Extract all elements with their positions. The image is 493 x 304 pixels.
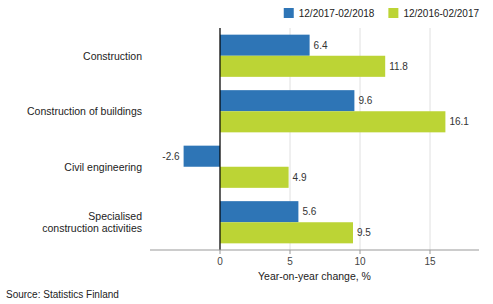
data-labels: 6.4 9.6 -2.6 5.6 11.8 16.1 4.9 9.5 bbox=[162, 40, 469, 239]
category-label-line: construction activities bbox=[42, 222, 142, 234]
tick-mark bbox=[220, 250, 221, 254]
data-label: 9.6 bbox=[358, 95, 372, 106]
data-label: 16.1 bbox=[449, 116, 469, 127]
grid-line bbox=[430, 28, 431, 250]
tick-mark bbox=[430, 250, 431, 254]
data-label: 4.9 bbox=[293, 172, 307, 183]
tick-label: 15 bbox=[424, 256, 436, 267]
tick-mark bbox=[360, 250, 361, 254]
data-label: 11.8 bbox=[389, 61, 408, 72]
data-label: 6.4 bbox=[314, 40, 328, 51]
grid-line bbox=[220, 28, 221, 250]
bar bbox=[220, 90, 354, 111]
category-label: Construction bbox=[83, 50, 142, 62]
category-label-line: Construction bbox=[83, 50, 142, 62]
x-axis: 0 5 10 15 bbox=[150, 250, 479, 267]
legend-swatch bbox=[388, 8, 398, 18]
y-axis: Construction Construction of buildings Civ… bbox=[27, 50, 142, 235]
bar bbox=[220, 167, 289, 188]
legend-label: 12/2016-02/2017 bbox=[403, 8, 479, 19]
tick-label: 10 bbox=[354, 256, 366, 267]
data-label: -2.6 bbox=[162, 151, 180, 162]
bars bbox=[184, 35, 446, 244]
data-label: 9.5 bbox=[357, 227, 371, 238]
chart: 6.4 9.6 -2.6 5.6 11.8 16.1 4.9 9.5 0 5 10 15 Year-on… bbox=[0, 0, 493, 304]
legend-swatch bbox=[284, 8, 294, 18]
bar bbox=[220, 35, 310, 56]
zero-line bbox=[219, 28, 220, 250]
bar bbox=[220, 201, 298, 222]
category-label-line: Specialised bbox=[88, 210, 142, 222]
tick-label: 0 bbox=[217, 256, 223, 267]
tick-mark bbox=[290, 250, 291, 254]
bar bbox=[220, 111, 445, 132]
bar bbox=[220, 56, 385, 77]
source: Source: Statistics Finland bbox=[6, 289, 119, 300]
data-label: 5.6 bbox=[302, 206, 316, 217]
tick-label: 5 bbox=[287, 256, 293, 267]
category-label: Specialisedconstruction activities bbox=[42, 210, 142, 234]
bar bbox=[184, 146, 220, 167]
grid bbox=[220, 28, 430, 250]
legend: 12/2016-02/2017 12/2017-02/2018 bbox=[284, 8, 480, 19]
x-axis-label: Year-on-year change, % bbox=[258, 270, 371, 282]
category-label: Construction of buildings bbox=[27, 105, 142, 117]
legend-label: 12/2017-02/2018 bbox=[299, 8, 375, 19]
category-label-line: Civil engineering bbox=[64, 161, 142, 173]
category-label-line: Construction of buildings bbox=[27, 105, 142, 117]
category-label: Civil engineering bbox=[64, 161, 142, 173]
bar bbox=[220, 222, 353, 243]
